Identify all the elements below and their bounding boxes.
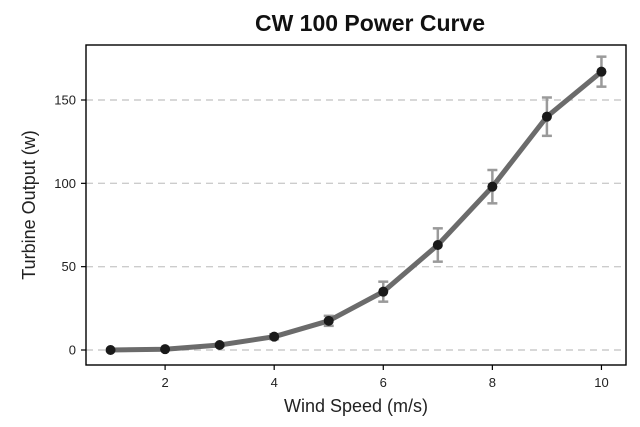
data-point-6 (432, 240, 443, 250)
x-tick-label-3: 8 (489, 375, 496, 390)
data-point-9 (596, 66, 607, 77)
chart-title: CW 100 Power Curve (255, 10, 485, 36)
x-tick-label-4: 10 (594, 375, 608, 390)
y-tick-label-0: 0 (69, 343, 76, 358)
data-point-4 (323, 315, 334, 326)
x-axis-label: Wind Speed (m/s) (284, 396, 428, 416)
y-tick-label-1: 50 (62, 259, 76, 274)
y-axis: 0 50 100 150 (54, 93, 86, 358)
data-point-1 (160, 344, 171, 355)
grid (86, 99, 626, 351)
data-point-3 (269, 331, 280, 342)
data-point-5 (378, 286, 389, 297)
data-point-7 (487, 181, 498, 192)
data-points (105, 66, 607, 355)
plot-frame (85, 44, 627, 366)
y-axis-label: Turbine Output (w) (19, 130, 39, 279)
data-point-8 (541, 111, 552, 122)
x-axis: 2 4 6 8 10 (161, 365, 609, 390)
y-tick-label-2: 100 (54, 176, 76, 191)
error-bars (160, 55, 607, 352)
data-point-0 (105, 345, 116, 355)
series-line (108, 69, 604, 353)
x-tick-label-2: 6 (380, 375, 387, 390)
data-point-2 (214, 340, 225, 350)
x-tick-label-1: 4 (271, 375, 278, 390)
x-tick-label-0: 2 (161, 375, 168, 390)
y-tick-label-3: 150 (54, 93, 76, 108)
